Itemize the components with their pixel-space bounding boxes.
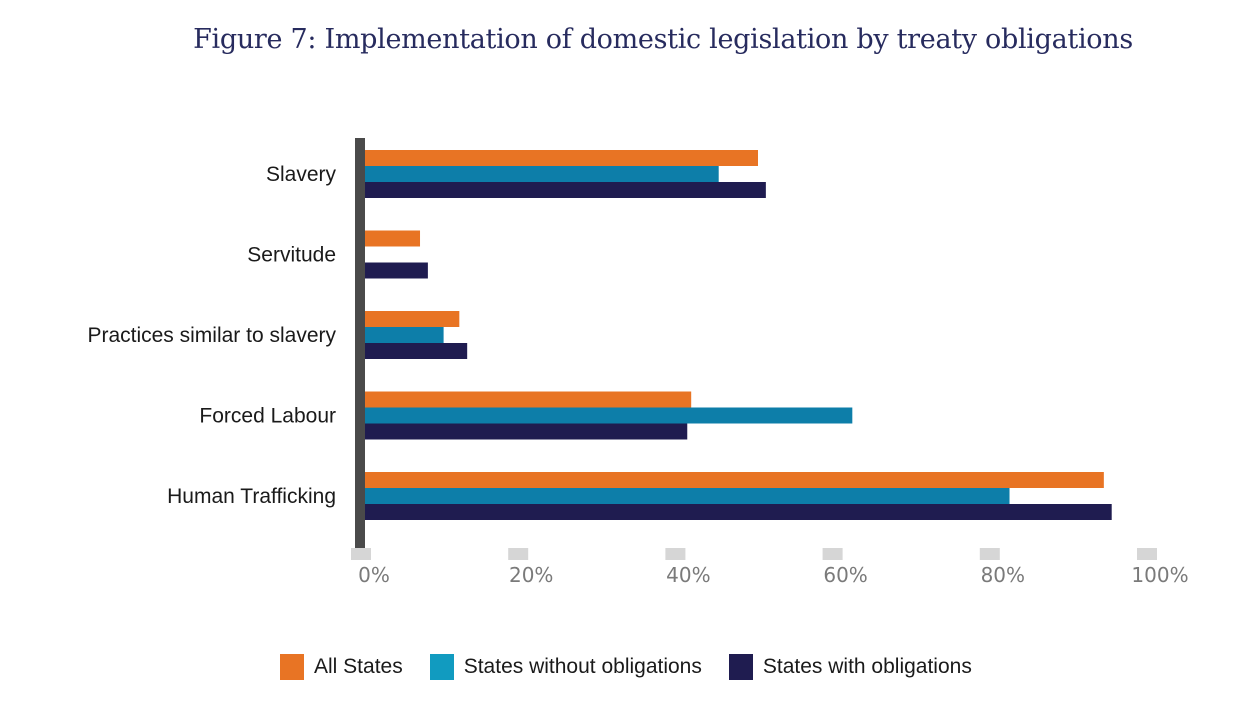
x-tick-label: 80% — [981, 563, 1025, 587]
legend-swatch — [429, 654, 454, 680]
bar-slavery-states-without-obligations — [365, 166, 719, 182]
bar-human-trafficking-states-without-obligations — [365, 488, 1010, 504]
x-axis-ticks: 0% 20% 40% 60% 80% 100% — [351, 548, 1189, 587]
legend-item-states-without-obligations: States without obligations — [429, 654, 702, 680]
x-tick-mark — [508, 548, 529, 560]
x-tick-mark — [351, 548, 371, 560]
bar-practices-similar-to-slavery-states-without-obligations — [365, 327, 444, 343]
bar-slavery-all-states — [365, 150, 758, 166]
bar-human-trafficking-all-states — [365, 472, 1104, 488]
category-label-human-trafficking: Human Trafficking — [167, 485, 336, 508]
bar-servitude-all-states — [365, 230, 421, 247]
x-tick-label: 0% — [358, 563, 390, 587]
x-tick-label: 60% — [823, 563, 867, 587]
legend-label: States with obligations — [762, 655, 972, 678]
legend-label: All States — [314, 655, 403, 678]
legend-label: States without obligations — [463, 655, 702, 678]
category-label-forced-labour: Forced Labour — [199, 405, 336, 428]
x-tick-label: 40% — [666, 563, 710, 587]
x-tick-mark — [979, 548, 1000, 560]
bar-forced-labour-states-without-obligations — [365, 407, 853, 424]
x-tick-mark — [822, 548, 843, 560]
bar-slavery-states-with-obligations — [365, 182, 766, 198]
legend-swatch — [728, 654, 753, 680]
chart-title: Figure 7: Implementation of domestic leg… — [193, 24, 1133, 55]
category-label-servitude: Servitude — [247, 244, 336, 267]
x-tick-label: 20% — [509, 563, 553, 587]
bar-chart-plot: Slavery Servitude Practices similar to sla… — [87, 138, 1189, 587]
bar-servitude-states-with-obligations — [365, 262, 428, 279]
category-label-slavery: Slavery — [266, 163, 337, 186]
category-label-practices-similar-to-slavery: Practices similar to slavery — [87, 324, 336, 347]
x-tick-label: 100% — [1131, 563, 1188, 587]
x-tick-mark — [1137, 548, 1157, 560]
bar-practices-similar-to-slavery-states-with-obligations — [365, 343, 468, 359]
bar-forced-labour-states-with-obligations — [365, 423, 688, 440]
bar-practices-similar-to-slavery-all-states — [365, 311, 460, 327]
x-tick-mark — [665, 548, 686, 560]
legend-item-all-states: All States — [280, 654, 403, 680]
y-axis-line — [355, 138, 365, 548]
category-labels: Slavery Servitude Practices similar to sla… — [87, 163, 336, 508]
bar-forced-labour-all-states — [365, 391, 692, 408]
legend-swatch — [280, 654, 304, 680]
bars-layer — [365, 150, 1112, 520]
legend-item-states-with-obligations: States with obligations — [728, 654, 972, 680]
legend: All States States without obligations Stat… — [280, 654, 999, 680]
bar-human-trafficking-states-with-obligations — [365, 504, 1112, 520]
